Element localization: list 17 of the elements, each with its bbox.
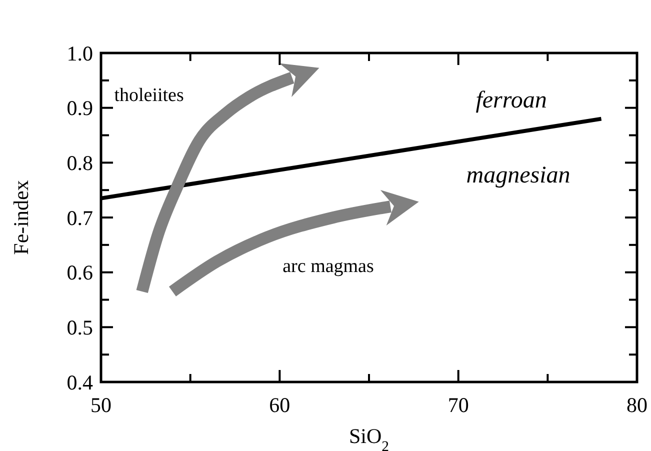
x-tick-label: 60	[269, 393, 290, 417]
y-tick-label: 0.4	[66, 370, 94, 394]
x-tick-label: 70	[448, 393, 469, 417]
x-tick-label: 50	[90, 393, 112, 417]
series-label: arc magmas	[282, 256, 374, 278]
y-tick-label: 0.7	[66, 206, 93, 230]
y-tick-label: 0.5	[66, 316, 93, 340]
x-axis-title: SiO$_{2}$	[348, 424, 390, 451]
y-tick-label: 0.6	[66, 260, 93, 285]
series-label: tholeiites	[114, 84, 184, 106]
y-tick-label: 0.8	[66, 151, 93, 176]
annotation: magnesian	[466, 162, 570, 189]
y-tick-label: 0.9	[66, 96, 93, 120]
y-tick-label: 1.0	[66, 41, 93, 66]
x-tick-label: 80	[626, 393, 648, 417]
annotation: ferroan	[476, 88, 547, 114]
y-axis-title: Fe-index	[9, 180, 33, 255]
